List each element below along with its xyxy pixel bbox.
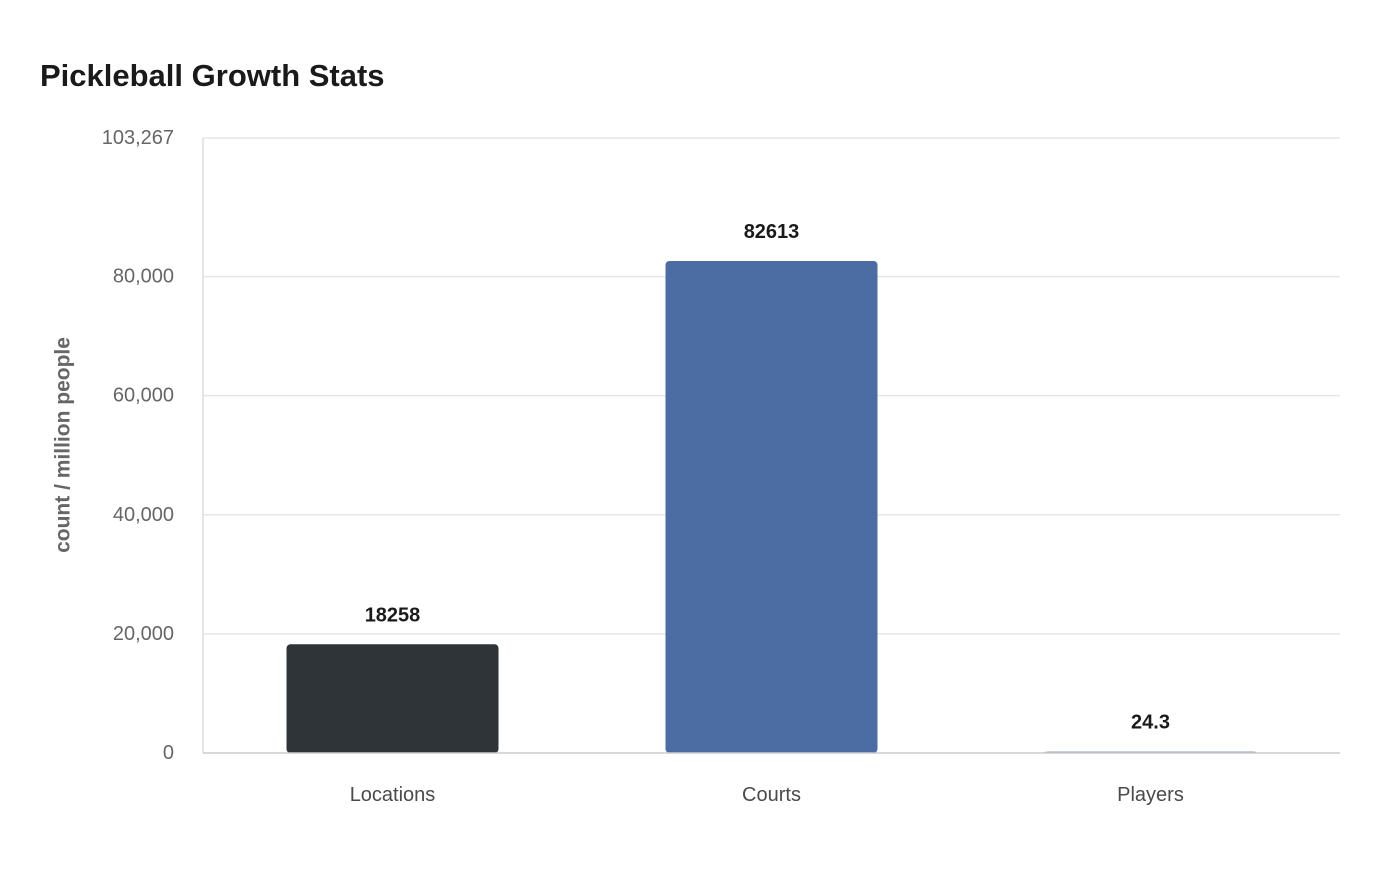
x-tick-label-locations: Locations xyxy=(350,784,436,806)
y-tick-label: 80,000 xyxy=(113,266,174,288)
value-label-courts: 82613 xyxy=(744,221,800,243)
y-tick-label: 0 xyxy=(163,742,174,764)
y-axis-ticks: 0 20,000 40,000 60,000 80,000 103,267 xyxy=(102,127,174,764)
value-label-players: 24.3 xyxy=(1131,712,1170,734)
y-tick-label: 103,267 xyxy=(102,127,174,149)
y-tick-label: 60,000 xyxy=(113,385,174,407)
x-tick-label-courts: Courts xyxy=(742,784,801,806)
y-tick-label: 20,000 xyxy=(113,623,174,645)
x-tick-label-players: Players xyxy=(1117,784,1184,806)
bar-locations[interactable] xyxy=(286,644,499,753)
chart-title: Pickleball Growth Stats xyxy=(40,58,385,93)
y-tick-label: 40,000 xyxy=(113,504,174,526)
value-labels: 18258 82613 24.3 xyxy=(365,221,1170,733)
x-axis-categories: Locations Courts Players xyxy=(350,784,1184,806)
y-axis-title: count / million people xyxy=(52,337,75,553)
value-label-locations: 18258 xyxy=(365,604,421,626)
bars xyxy=(286,261,1257,753)
bar-courts[interactable] xyxy=(665,261,878,753)
